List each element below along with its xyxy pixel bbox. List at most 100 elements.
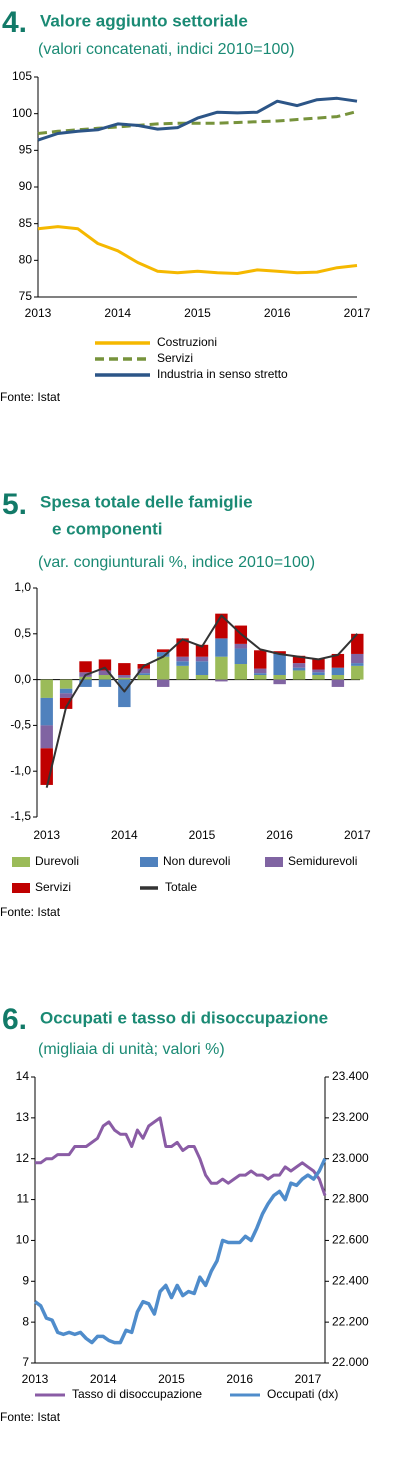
bar-segment xyxy=(254,650,267,669)
chart-title: Valore aggiunto settoriale xyxy=(40,11,248,30)
chart-title: Occupati e tasso di disoccupazione xyxy=(40,1008,328,1027)
x-tick-label: 2015 xyxy=(189,828,216,842)
bar-segment xyxy=(156,679,170,687)
bar-segment xyxy=(215,679,228,682)
bar-segment xyxy=(273,653,286,676)
legend-label: Tasso di disoccupazione xyxy=(72,1387,202,1401)
bar-segment xyxy=(234,648,248,665)
bar-segment xyxy=(118,663,131,676)
bar-segment xyxy=(59,688,73,694)
bar-segment xyxy=(118,677,131,680)
y-tick-label: -1,0 xyxy=(10,763,31,777)
bar-segment xyxy=(98,659,112,671)
x-tick-label: 2017 xyxy=(344,828,371,842)
y-tick-label: 85 xyxy=(19,216,33,230)
bar-segment xyxy=(273,651,286,654)
bar-segment xyxy=(351,633,364,654)
bar-segment xyxy=(59,693,73,698)
y-tick-label: 13 xyxy=(16,1110,30,1124)
legend-label: Totale xyxy=(165,880,197,894)
x-tick-label: 2015 xyxy=(184,306,211,320)
x-tick-label: 2016 xyxy=(226,1372,253,1386)
bar-segment xyxy=(273,675,286,680)
bar-segment xyxy=(156,649,170,653)
bar-segment xyxy=(137,675,150,680)
x-tick-label: 2017 xyxy=(344,306,371,320)
y2-tick-label: 23.000 xyxy=(332,1151,369,1165)
bar-segment xyxy=(292,670,306,680)
y-tick-label: 105 xyxy=(12,69,32,83)
data-line xyxy=(45,614,359,788)
bar-segment xyxy=(331,675,345,680)
bar-segment xyxy=(156,656,170,680)
bar-segment xyxy=(215,638,228,657)
bar-segment xyxy=(331,653,345,668)
y-tick-label: 80 xyxy=(19,253,33,267)
y-tick-label: 9 xyxy=(22,1273,29,1287)
y2-tick-label: 22.400 xyxy=(332,1273,369,1287)
bar-segment xyxy=(59,697,73,709)
bar-segment xyxy=(79,661,92,673)
legend-swatch xyxy=(12,857,30,867)
legend-label: Non durevoli xyxy=(163,854,230,868)
y-tick-label: -0,5 xyxy=(10,718,31,732)
legend-label: Servizi xyxy=(35,880,71,894)
chart-number: 6. xyxy=(2,1003,27,1036)
y2-tick-label: 22.800 xyxy=(332,1192,369,1206)
y-tick-label: 1,0 xyxy=(14,580,31,594)
y2-tick-label: 23.400 xyxy=(332,1069,369,1083)
y2-tick-label: 22.600 xyxy=(332,1233,369,1247)
y-tick-label: -1,5 xyxy=(10,809,31,823)
y-tick-label: 90 xyxy=(19,179,33,193)
y-tick-label: 11 xyxy=(17,1192,30,1206)
y-tick-label: 7 xyxy=(22,1355,29,1369)
legend-label: Industria in senso stretto xyxy=(157,367,288,381)
bar-segment xyxy=(40,725,53,749)
y2-tick-label: 23.200 xyxy=(332,1110,369,1124)
legend-label: Servizi xyxy=(157,351,193,365)
bar-segment xyxy=(351,663,364,666)
x-tick-label: 2014 xyxy=(90,1372,117,1386)
bar-segment xyxy=(312,672,325,676)
bar-segment xyxy=(79,676,92,680)
data-line xyxy=(37,96,358,142)
y-tick-label: 100 xyxy=(12,106,32,120)
bar-segment xyxy=(195,644,209,657)
chart-number: 5. xyxy=(2,488,27,521)
y-tick-label: 12 xyxy=(16,1151,30,1165)
bar-segment xyxy=(292,655,306,664)
bar-segment xyxy=(234,664,248,680)
x-tick-label: 2013 xyxy=(22,1372,49,1386)
x-tick-label: 2013 xyxy=(25,306,52,320)
chart-subtitle: (migliaia di unità; valori %) xyxy=(38,1041,225,1058)
bar-segment xyxy=(292,663,306,668)
x-tick-label: 2014 xyxy=(104,306,131,320)
x-tick-label: 2014 xyxy=(111,828,138,842)
data-line xyxy=(33,1157,327,1345)
chart-subtitle: (var. congiunturali %, indice 2010=100) xyxy=(38,554,315,571)
bar-segment xyxy=(351,665,364,680)
y-tick-label: 95 xyxy=(19,143,33,157)
bar-segment xyxy=(254,673,267,676)
legend-label: Semidurevoli xyxy=(288,854,357,868)
data-line xyxy=(37,110,358,135)
bar-segment xyxy=(98,670,112,676)
bar-segment xyxy=(312,658,325,670)
bar-segment xyxy=(195,675,209,680)
bar-segment xyxy=(331,679,345,687)
x-tick-label: 2016 xyxy=(266,828,293,842)
x-tick-label: 2017 xyxy=(295,1372,322,1386)
bar-segment xyxy=(79,679,92,687)
x-tick-label: 2013 xyxy=(33,828,60,842)
legend-swatch xyxy=(265,857,283,867)
bar-segment xyxy=(137,673,150,676)
bar-segment xyxy=(351,653,364,664)
bar-segment xyxy=(176,656,189,662)
bar-segment xyxy=(176,665,189,680)
data-line xyxy=(35,1116,327,1196)
bar-segment xyxy=(331,667,345,676)
bar-segment xyxy=(312,669,325,673)
bar-segment xyxy=(98,679,112,687)
bar-segment xyxy=(215,656,228,680)
